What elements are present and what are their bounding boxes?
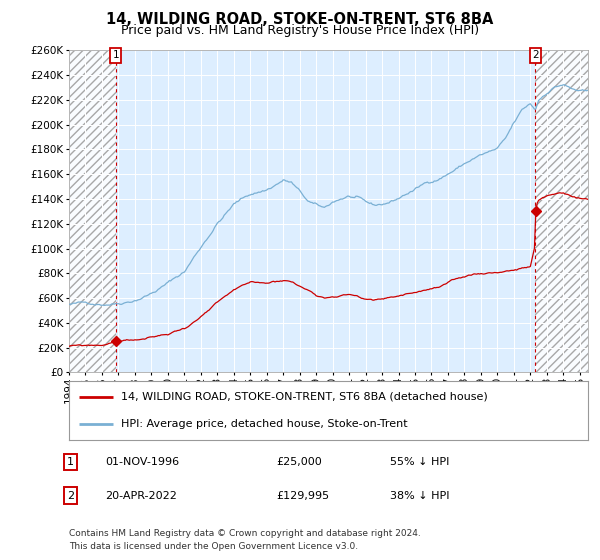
Text: Contains HM Land Registry data © Crown copyright and database right 2024.: Contains HM Land Registry data © Crown c…: [69, 529, 421, 538]
Text: HPI: Average price, detached house, Stoke-on-Trent: HPI: Average price, detached house, Stok…: [121, 419, 407, 429]
Text: 2: 2: [67, 491, 74, 501]
Bar: [69, 50, 116, 372]
Text: 14, WILDING ROAD, STOKE-ON-TRENT, ST6 8BA (detached house): 14, WILDING ROAD, STOKE-ON-TRENT, ST6 8B…: [121, 391, 488, 402]
Text: 55% ↓ HPI: 55% ↓ HPI: [390, 457, 449, 467]
Text: 1: 1: [112, 50, 119, 60]
Text: 38% ↓ HPI: 38% ↓ HPI: [390, 491, 449, 501]
Text: £129,995: £129,995: [276, 491, 329, 501]
Text: Price paid vs. HM Land Registry's House Price Index (HPI): Price paid vs. HM Land Registry's House …: [121, 24, 479, 36]
Text: 2: 2: [532, 50, 539, 60]
Text: 14, WILDING ROAD, STOKE-ON-TRENT, ST6 8BA: 14, WILDING ROAD, STOKE-ON-TRENT, ST6 8B…: [106, 12, 494, 27]
Text: This data is licensed under the Open Government Licence v3.0.: This data is licensed under the Open Gov…: [69, 542, 358, 550]
Text: 20-APR-2022: 20-APR-2022: [105, 491, 177, 501]
Bar: [535, 50, 588, 372]
Text: 01-NOV-1996: 01-NOV-1996: [105, 457, 179, 467]
Text: £25,000: £25,000: [276, 457, 322, 467]
Text: 1: 1: [67, 457, 74, 467]
